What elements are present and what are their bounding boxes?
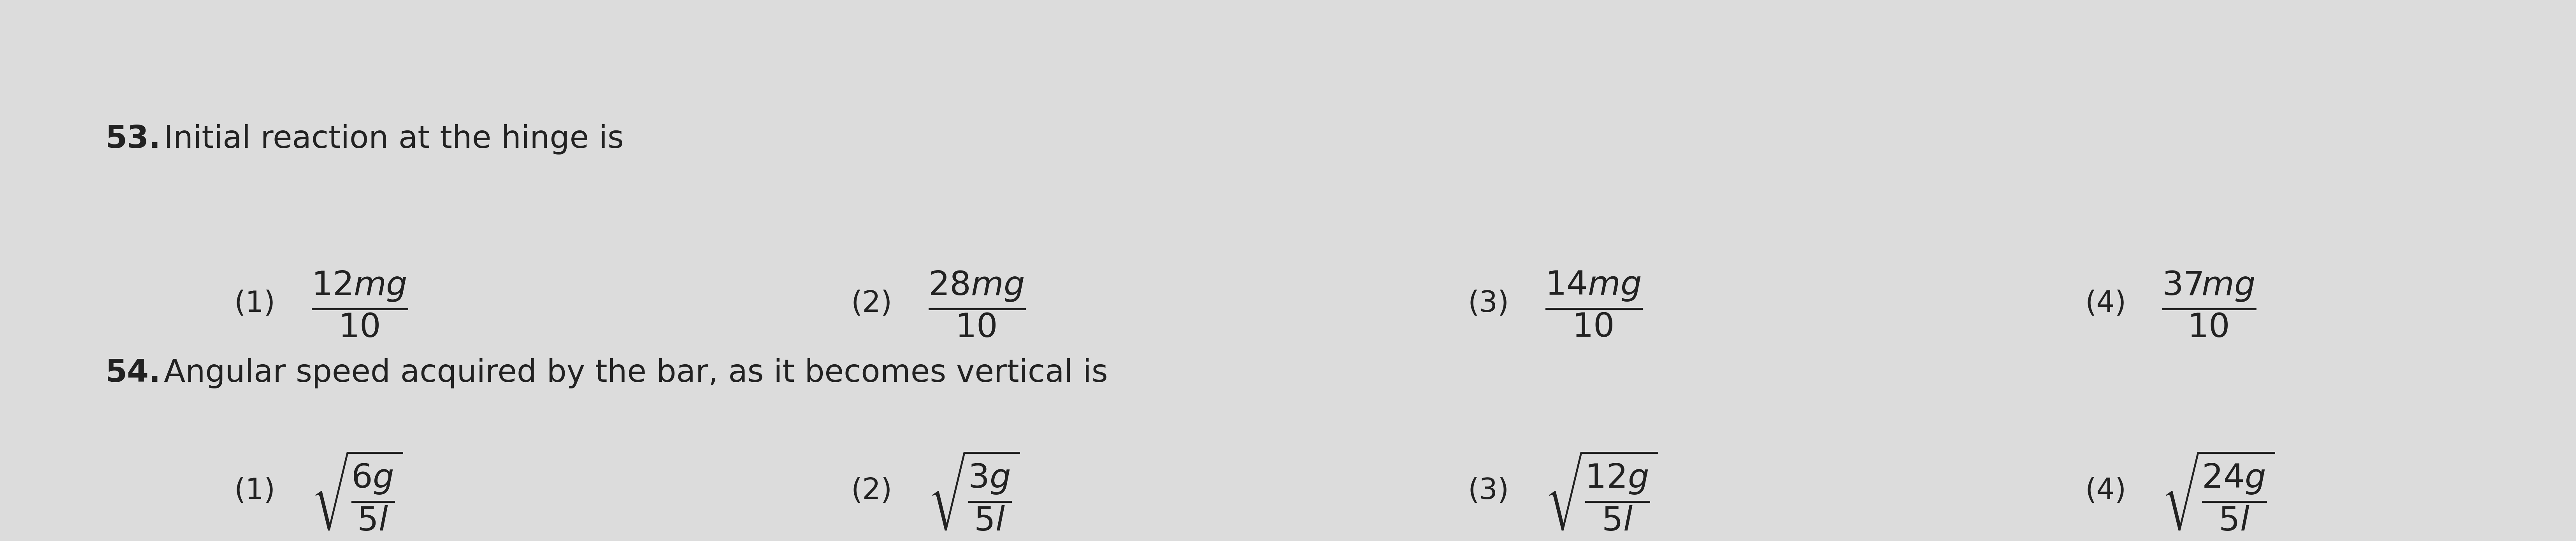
Text: (2): (2) (850, 289, 891, 318)
Text: (3): (3) (1468, 289, 1510, 318)
Text: (2): (2) (850, 477, 891, 505)
Text: (4): (4) (2084, 477, 2125, 505)
Text: (3): (3) (1468, 477, 1510, 505)
Text: $\dfrac{37mg}{10}$: $\dfrac{37mg}{10}$ (2161, 269, 2257, 339)
Text: $\sqrt{\dfrac{12g}{5l}}$: $\sqrt{\dfrac{12g}{5l}}$ (1546, 450, 1659, 532)
Text: (1): (1) (234, 289, 276, 318)
Text: (1): (1) (234, 477, 276, 505)
Text: $\dfrac{28mg}{10}$: $\dfrac{28mg}{10}$ (927, 269, 1025, 339)
Text: (4): (4) (2084, 289, 2125, 318)
Text: 53.: 53. (106, 124, 162, 155)
Text: $\sqrt{\dfrac{24g}{5l}}$: $\sqrt{\dfrac{24g}{5l}}$ (2161, 450, 2275, 532)
Text: $\sqrt{\dfrac{6g}{5l}}$: $\sqrt{\dfrac{6g}{5l}}$ (312, 450, 402, 532)
Text: $\dfrac{12mg}{10}$: $\dfrac{12mg}{10}$ (312, 269, 407, 339)
Text: Initial reaction at the hinge is: Initial reaction at the hinge is (144, 124, 623, 155)
Text: $\sqrt{\dfrac{3g}{5l}}$: $\sqrt{\dfrac{3g}{5l}}$ (927, 450, 1020, 532)
Text: Angular speed acquired by the bar, as it becomes vertical is: Angular speed acquired by the bar, as it… (144, 358, 1108, 388)
Text: 54.: 54. (106, 358, 162, 388)
Text: $\dfrac{14mg}{10}$: $\dfrac{14mg}{10}$ (1546, 269, 1643, 338)
